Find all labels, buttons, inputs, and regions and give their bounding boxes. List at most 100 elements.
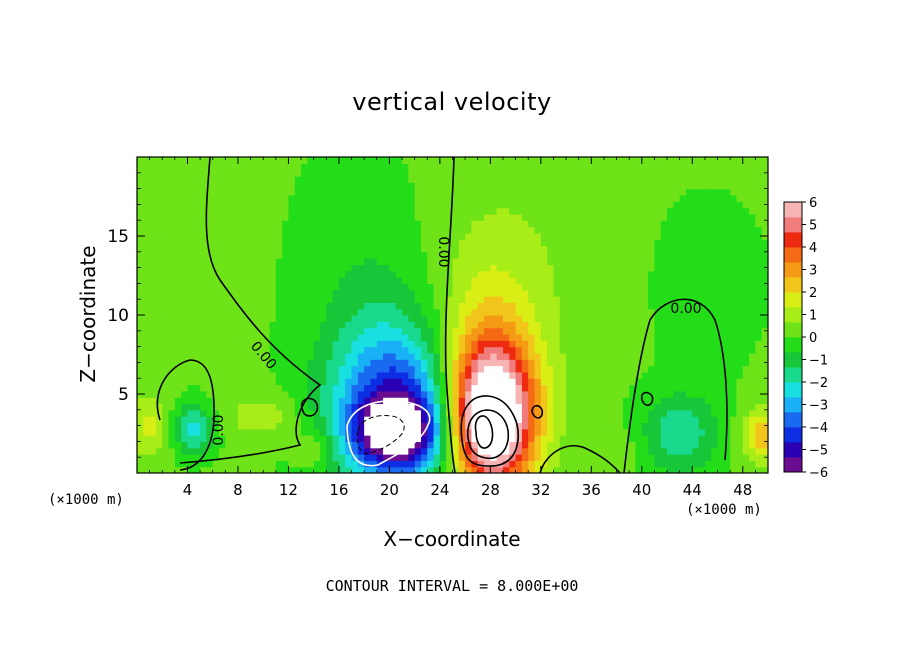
field-cell (578, 251, 586, 259)
field-cell (231, 175, 239, 183)
field-cell (193, 422, 201, 430)
field-cell (585, 296, 592, 303)
field-cell (225, 447, 233, 455)
field-cell (622, 213, 630, 221)
field-cell (402, 283, 409, 291)
field-cell (559, 220, 567, 228)
field-cell (667, 251, 674, 259)
field-cell (143, 157, 151, 164)
field-cell (490, 403, 498, 411)
field-cell (755, 416, 763, 424)
field-cell (250, 258, 258, 266)
field-cell (559, 333, 567, 341)
field-cell (591, 346, 599, 354)
field-cell (370, 251, 378, 259)
field-cell (572, 441, 580, 449)
field-cell (137, 346, 144, 354)
field-cell (250, 403, 258, 411)
field-cell (685, 270, 693, 278)
field-cell (313, 333, 321, 341)
field-cell (660, 409, 668, 417)
field-cell (490, 441, 498, 449)
field-cell (692, 239, 700, 247)
field-cell (685, 264, 693, 272)
field-cell (755, 157, 763, 164)
field-cell (477, 258, 485, 266)
field-cell (654, 365, 662, 373)
field-cell (433, 239, 441, 247)
field-cell (219, 201, 226, 209)
field-cell (717, 264, 725, 272)
field-cell (376, 447, 384, 455)
field-cell (376, 163, 384, 171)
field-cell (414, 182, 422, 190)
field-cell (357, 220, 365, 228)
field-cell (496, 264, 504, 272)
field-cell (654, 346, 662, 354)
field-cell (231, 182, 239, 190)
field-cell (528, 384, 536, 392)
field-cell (206, 296, 214, 303)
field-cell (471, 289, 479, 297)
field-cell (433, 378, 441, 386)
field-cell (427, 188, 435, 196)
field-cell (685, 340, 693, 348)
field-cell (389, 428, 397, 436)
field-cell (225, 264, 233, 272)
field-cell (603, 182, 611, 190)
field-cell (465, 163, 473, 171)
field-cell (660, 333, 668, 341)
field-cell (250, 213, 258, 221)
field-cell (755, 213, 763, 221)
field-cell (484, 169, 491, 177)
field-cell (174, 182, 182, 190)
field-cell (181, 359, 189, 367)
field-cell (383, 296, 390, 303)
field-cell (736, 447, 744, 455)
field-cell (603, 365, 611, 373)
field-cell (269, 188, 277, 196)
field-cell (717, 321, 725, 329)
field-cell (490, 220, 498, 228)
field-cell (155, 239, 163, 247)
field-cell (458, 371, 466, 379)
field-cell (433, 283, 441, 291)
field-cell (736, 207, 744, 215)
field-cell (484, 371, 491, 379)
field-cell (679, 194, 687, 202)
field-cell (502, 213, 510, 221)
field-cell (282, 157, 290, 164)
field-cell (692, 226, 700, 234)
field-cell (477, 352, 485, 360)
field-cell (383, 441, 390, 449)
field-cell (755, 321, 763, 329)
field-cell (332, 220, 340, 228)
field-cell (465, 264, 473, 272)
field-cell (704, 207, 712, 215)
field-cell (711, 213, 719, 221)
field-cell (559, 163, 567, 171)
field-cell (301, 308, 308, 316)
field-cell (383, 435, 390, 442)
field-cell (597, 289, 605, 297)
field-cell (502, 390, 510, 398)
field-cell (578, 270, 586, 278)
field-cell (376, 220, 384, 228)
field-cell (282, 169, 290, 177)
field-cell (326, 460, 334, 468)
field-cell (585, 283, 592, 291)
field-cell (648, 365, 656, 373)
field-cell (484, 163, 491, 171)
field-cell (376, 384, 384, 392)
field-cell (351, 277, 359, 284)
field-cell (256, 239, 264, 247)
field-cell (648, 245, 656, 253)
field-cell (667, 296, 674, 303)
field-cell (622, 169, 630, 177)
field-cell (383, 283, 390, 291)
field-cell (528, 454, 536, 461)
field-cell (319, 340, 327, 348)
field-cell (370, 308, 378, 316)
field-cell (294, 371, 302, 379)
field-cell (162, 384, 170, 392)
